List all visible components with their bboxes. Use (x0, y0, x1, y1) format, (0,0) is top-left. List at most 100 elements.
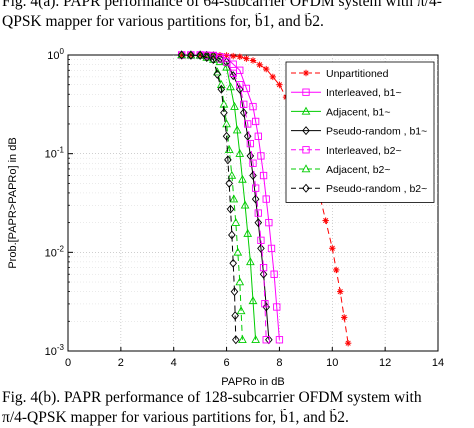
legend-item: Adjacent, b1~ (291, 106, 391, 118)
data-point (254, 132, 262, 140)
x-tick-label: 8 (276, 357, 282, 369)
series-line (181, 54, 267, 340)
star-stroke (230, 53, 236, 59)
legend-label: Pseudo-random , b1~ (326, 126, 427, 138)
data-point (246, 139, 255, 148)
legend-marker (302, 183, 310, 193)
legend-item: Interleaved, b2~ (291, 145, 402, 157)
legend-item: Interleaved, b1~ (291, 87, 402, 99)
data-point (177, 50, 187, 59)
data-point (265, 218, 273, 227)
data-point (259, 263, 268, 272)
data-point (229, 194, 239, 203)
data-point (242, 84, 251, 93)
data-point (262, 195, 270, 203)
data-point (220, 108, 228, 118)
legend-label: Unpartitioned (326, 68, 389, 80)
data-point (230, 101, 239, 110)
legend-box (285, 61, 435, 203)
legend-item: Unpartitioned (291, 68, 389, 80)
star-stroke (257, 62, 263, 68)
caption-top-line-2: QPSK mapper for various partitions for, … (2, 13, 324, 30)
data-point (228, 230, 236, 240)
data-point (254, 218, 263, 228)
legend-marker (302, 88, 310, 96)
data-point (249, 102, 257, 111)
legend-label: Interleaved, b2~ (326, 145, 402, 157)
data-point (329, 245, 336, 252)
data-point (257, 243, 265, 253)
data-point (229, 71, 237, 81)
data-point (217, 84, 226, 94)
data-point (231, 217, 241, 226)
y-tick-label: 10-1 (45, 146, 65, 161)
data-point (222, 119, 231, 128)
x-tick-label: 0 (65, 357, 71, 369)
series-7 (177, 50, 240, 345)
data-point (236, 306, 246, 315)
legend-label: Interleaved, b1~ (326, 87, 402, 99)
data-point (227, 170, 237, 179)
data-point (225, 178, 234, 188)
data-point (226, 204, 235, 214)
data-point (195, 50, 205, 59)
data-point (202, 50, 211, 60)
caption-bottom-line-1: Fig. 4(b). PAPR performance of 128-subca… (2, 389, 422, 406)
data-point (257, 152, 265, 160)
x-tick-label: 6 (224, 357, 230, 369)
legend-item: Pseudo-random , b2~ (291, 183, 427, 195)
caption-bottom-line-2: π/4-QPSK mapper for various partitions f… (2, 409, 349, 426)
star-stroke (270, 74, 276, 80)
data-point (232, 125, 242, 134)
y-tick-label: 100 (47, 47, 64, 62)
data-point (249, 171, 257, 181)
star-stroke (303, 70, 309, 76)
legend-item: Pseudo-random , b1~ (291, 126, 427, 138)
star-stroke (323, 217, 329, 224)
data-point (249, 159, 257, 167)
data-point (240, 200, 250, 209)
legend-marker (302, 69, 310, 77)
star-stroke (243, 56, 249, 62)
data-point (249, 57, 257, 64)
data-point (186, 50, 196, 59)
data-point (235, 277, 245, 286)
data-point (265, 335, 273, 345)
data-point (222, 131, 231, 141)
data-point (273, 303, 281, 311)
data-point (231, 311, 239, 321)
star-stroke (341, 314, 347, 320)
data-point (333, 266, 340, 274)
data-point (275, 336, 284, 344)
legend-marker (301, 106, 311, 115)
data-point (337, 288, 344, 295)
data-point (254, 209, 262, 217)
data-point (261, 300, 269, 308)
legend: Unpartitioned Interleaved, b1~ Adjacent, b… (285, 61, 435, 203)
data-point (236, 81, 244, 89)
star-stroke (237, 54, 243, 60)
legend-marker (302, 126, 310, 136)
y-axis-label: Prob.[PAPR>PAPRo] in dB (7, 137, 19, 268)
series-5 (177, 51, 270, 344)
data-point (243, 228, 253, 237)
data-point (259, 171, 268, 180)
data-point (251, 335, 261, 344)
legend-label: Adjacent, b2~ (326, 164, 391, 176)
data-point (276, 81, 283, 88)
data-point (224, 155, 232, 165)
star-stroke (329, 245, 335, 251)
data-point (233, 247, 243, 256)
star-stroke (250, 57, 256, 64)
data-point (245, 257, 255, 266)
data-point (226, 82, 235, 91)
data-point (212, 67, 222, 76)
data-point (263, 65, 270, 73)
data-point (215, 57, 225, 66)
y-tick-label: 10-2 (45, 244, 65, 259)
data-point (257, 236, 265, 244)
x-tick-label: 2 (118, 357, 124, 369)
data-point (238, 335, 247, 344)
data-point (238, 174, 247, 183)
